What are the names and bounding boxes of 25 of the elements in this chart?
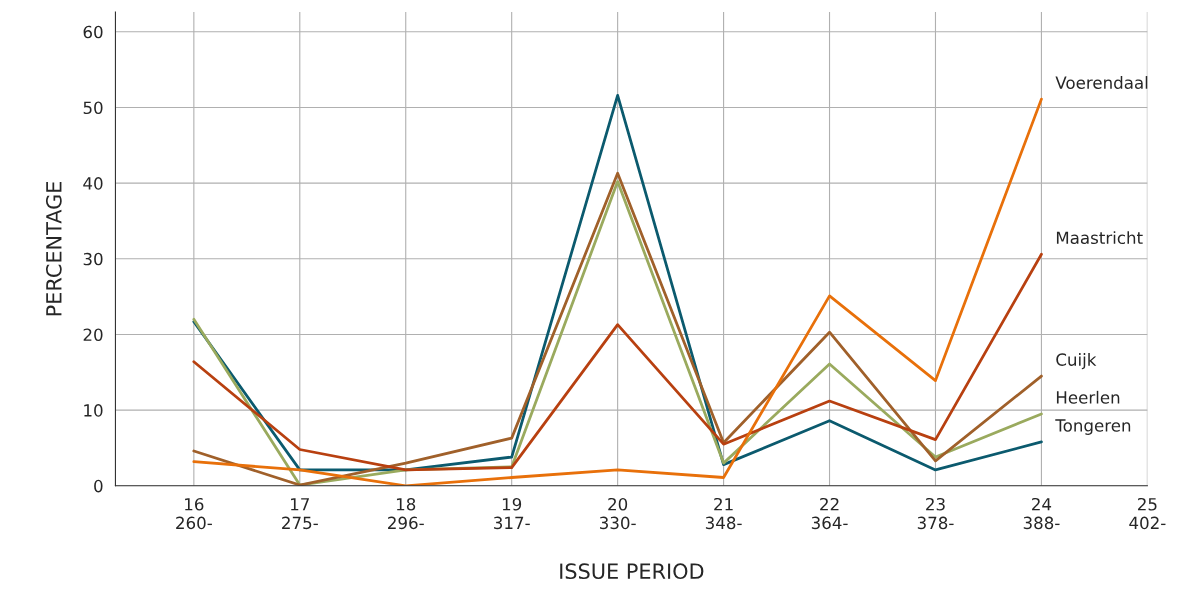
x-tick-label: 18 296- — [388, 497, 424, 530]
series-label: Maastricht — [1056, 231, 1143, 245]
y-tick-label: 50 — [83, 101, 103, 115]
series-label: Cuijk — [1056, 353, 1097, 370]
series-label: Voerendaal — [1055, 76, 1148, 89]
x-tick-label: 19 317- — [494, 497, 530, 530]
series-label: Heerlen — [1056, 390, 1120, 404]
x-tick-label: 21 348- — [705, 497, 742, 530]
x-tick-label: 24 388- — [1023, 497, 1060, 530]
y-axis-title: PERCENTAGE — [45, 181, 62, 316]
y-tick-label: 20 — [83, 328, 103, 342]
y-tick-label: 40 — [83, 177, 103, 190]
y-tick-label: 0 — [94, 479, 103, 493]
line-series — [192, 252, 1043, 472]
x-tick-label: 25 402- — [1129, 497, 1166, 530]
x-axis-title: ISSUE PERIOD — [560, 563, 704, 580]
x-tick-label: 16 260- — [176, 497, 212, 530]
y-tick-label: 30 — [83, 252, 103, 266]
x-tick-label: 20 330- — [599, 497, 636, 530]
series-label: Tongeren — [1055, 419, 1131, 435]
y-tick-label: 10 — [84, 404, 103, 417]
x-tick-label: 22 364- — [811, 497, 848, 530]
x-tick-label: 23 378- — [917, 497, 954, 530]
x-tick-label: 17 275- — [282, 498, 318, 530]
y-tick-label: 60 — [83, 25, 103, 39]
